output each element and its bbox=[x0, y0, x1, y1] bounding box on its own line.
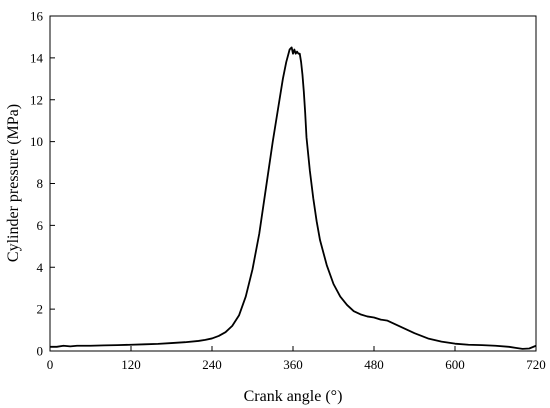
x-tick-label: 120 bbox=[121, 357, 141, 372]
x-tick-label: 240 bbox=[202, 357, 222, 372]
x-axis-label: Crank angle (°) bbox=[244, 388, 343, 405]
y-tick-label: 0 bbox=[37, 344, 44, 359]
x-tick-label: 0 bbox=[47, 357, 54, 372]
y-tick-label: 10 bbox=[30, 134, 43, 149]
x-tick-label: 360 bbox=[283, 357, 303, 372]
y-tick-label: 14 bbox=[30, 50, 44, 65]
y-tick-label: 8 bbox=[37, 176, 44, 191]
pressure-curve bbox=[50, 46, 537, 350]
y-axis-label: Cylinder pressure (MPa) bbox=[5, 104, 22, 262]
y-axis-ticks: 0 2 4 6 8 10 12 14 16 bbox=[30, 9, 55, 359]
plot-frame bbox=[49, 15, 537, 352]
x-tick-label: 480 bbox=[364, 357, 384, 372]
y-tick-label: 6 bbox=[37, 218, 44, 233]
y-tick-label: 16 bbox=[30, 9, 44, 24]
x-tick-label: 600 bbox=[445, 357, 465, 372]
y-tick-label: 12 bbox=[30, 92, 43, 107]
y-tick-label: 2 bbox=[37, 302, 44, 317]
x-tick-label: 720 bbox=[526, 357, 546, 372]
y-tick-label: 4 bbox=[37, 260, 44, 275]
x-axis-ticks: 0 120 240 360 480 600 720 bbox=[47, 346, 546, 372]
